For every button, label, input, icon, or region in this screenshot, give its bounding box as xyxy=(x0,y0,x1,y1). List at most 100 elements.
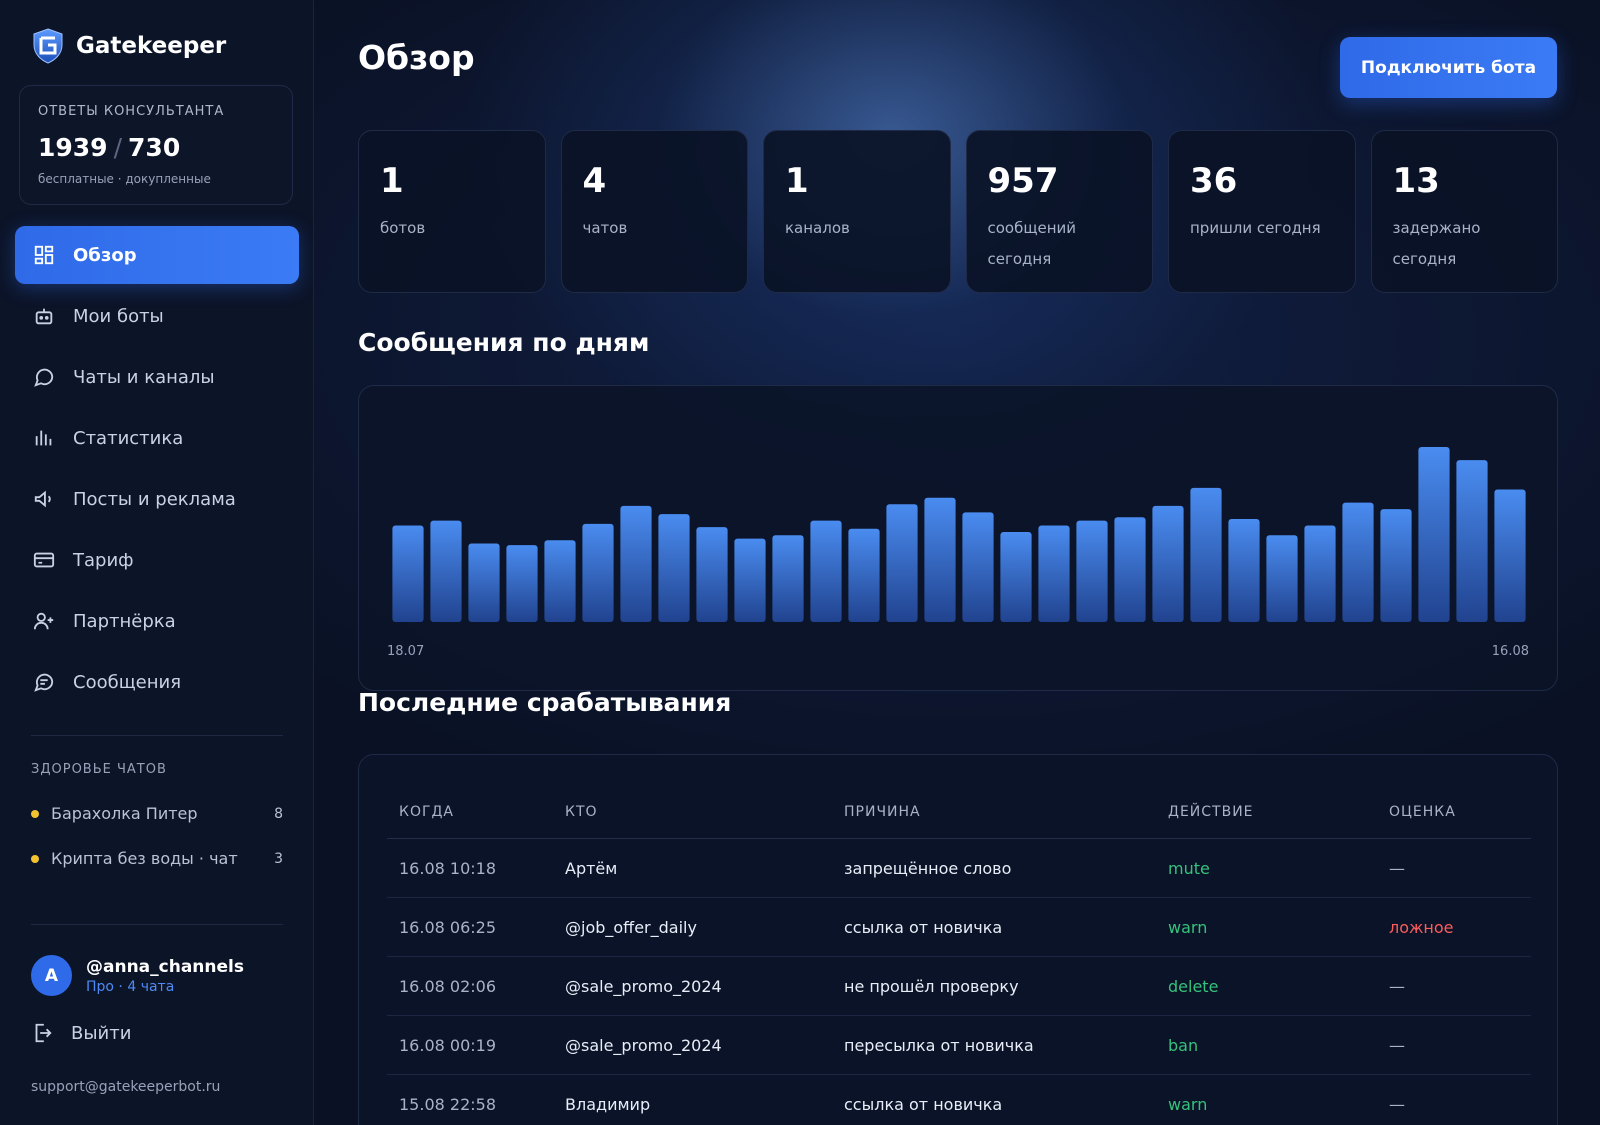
chart-bar[interactable] xyxy=(1456,460,1488,622)
connect-bot-button[interactable]: Подключить бота xyxy=(1340,37,1557,98)
nav-item-chats-channels[interactable]: Чаты и каналы xyxy=(15,348,299,406)
cell-action: warn xyxy=(1168,1094,1208,1114)
stat-label: задержано сегодня xyxy=(1392,219,1481,268)
chart-bar[interactable] xyxy=(1266,535,1298,622)
cell-reason: ссылка от новичка xyxy=(844,1094,1003,1114)
cell-when: 16.08 02:06 xyxy=(399,976,496,996)
bar-chart xyxy=(392,447,1526,623)
logout-button[interactable]: Выйти xyxy=(31,1022,131,1044)
cell-when: 15.08 22:58 xyxy=(399,1094,496,1114)
cell-reason: пересылка от новичка xyxy=(844,1035,1034,1055)
quota-paid: 730 xyxy=(128,133,181,162)
nav-label: Обзор xyxy=(73,244,137,266)
chart-bar[interactable] xyxy=(582,523,614,622)
stat-label: сообщений сегодня xyxy=(987,219,1077,268)
nav-item-posts-ads[interactable]: Посты и реклама xyxy=(15,470,299,528)
chart-bar[interactable] xyxy=(886,504,918,622)
nav-item-partner[interactable]: Партнёрка xyxy=(15,592,299,650)
stat-card-joined-today: 36 пришли сегодня xyxy=(1168,130,1356,293)
chart-bar[interactable] xyxy=(1304,525,1336,623)
chart-bar[interactable] xyxy=(734,538,766,622)
quota-free: 1939 xyxy=(38,133,108,162)
quota-caption: бесплатные · докупленные xyxy=(38,172,211,186)
logo[interactable]: Gatekeeper xyxy=(32,28,226,64)
user-profile[interactable]: A @anna_channels Про · 4 чата xyxy=(31,955,244,996)
chart-bar[interactable] xyxy=(1000,532,1032,622)
main-content: Обзор Подключить бота 1 ботов 4 чатов 1 … xyxy=(314,0,1600,1125)
stat-card-chats: 4 чатов xyxy=(560,130,748,293)
cell-action: ban xyxy=(1168,1035,1199,1055)
app-name: Gatekeeper xyxy=(76,33,227,59)
status-dot xyxy=(31,854,39,863)
bot-icon xyxy=(35,308,53,325)
chart-bar[interactable] xyxy=(772,535,804,622)
health-item[interactable]: Крипта без воды · чат 3 xyxy=(31,849,283,868)
stat-label: каналов xyxy=(785,219,850,237)
chart-bar[interactable] xyxy=(848,528,880,622)
nav-item-statistics[interactable]: Статистика xyxy=(15,409,299,467)
x-axis-end-label: 16.08 xyxy=(1491,644,1529,659)
chart-bar[interactable] xyxy=(392,525,424,623)
table-row[interactable]: 16.08 00:19 @sale_promo_2024 пересылка о… xyxy=(387,1016,1531,1075)
logout-label: Выйти xyxy=(71,1022,132,1044)
cell-score: — xyxy=(1389,858,1405,878)
cell-who: @sale_promo_2024 xyxy=(565,1035,722,1055)
chart-bar[interactable] xyxy=(924,497,956,622)
nav-item-overview[interactable]: Обзор xyxy=(15,226,299,284)
chart-bar[interactable] xyxy=(1494,489,1526,623)
table-section-title: Последние срабатывания xyxy=(358,688,732,717)
cell-reason: запрещённое слово xyxy=(844,858,1012,878)
table-row[interactable]: 16.08 10:18 Артём запрещённое слово mute… xyxy=(387,839,1531,898)
chart-bar[interactable] xyxy=(1152,505,1184,622)
chart-bar[interactable] xyxy=(544,540,576,622)
nav-item-my-bots[interactable]: Мои боты xyxy=(15,287,299,345)
dashboard-icon xyxy=(34,245,54,265)
cell-score: — xyxy=(1389,1094,1405,1114)
cell-when: 16.08 06:25 xyxy=(399,917,496,937)
nav-item-messages[interactable]: Сообщения xyxy=(15,653,299,711)
cell-who: Артём xyxy=(565,858,618,878)
chart-bar[interactable] xyxy=(1418,447,1450,622)
chart-bar[interactable] xyxy=(658,514,690,622)
x-axis-start-label: 18.07 xyxy=(387,644,425,659)
chart-bar[interactable] xyxy=(810,520,842,622)
chart-bar[interactable] xyxy=(620,505,652,622)
column-header-action: ДЕЙСТВИЕ xyxy=(1168,803,1254,820)
chart-bar[interactable] xyxy=(1380,509,1412,622)
chart-bar[interactable] xyxy=(696,527,728,622)
table-row[interactable]: 15.08 22:58 Владимир ссылка от новичка w… xyxy=(387,1075,1531,1125)
support-email[interactable]: support@gatekeeperbot.ru xyxy=(31,1079,221,1095)
chart-bar[interactable] xyxy=(1228,519,1260,622)
chart-bar[interactable] xyxy=(962,512,994,622)
stat-card-held-today: 13 задержано сегодня xyxy=(1370,130,1558,293)
chart-bar[interactable] xyxy=(1114,517,1146,622)
health-count: 3 xyxy=(274,850,283,867)
column-header-when: КОГДА xyxy=(399,803,455,820)
chart-bar[interactable] xyxy=(506,545,538,622)
cell-when: 16.08 10:18 xyxy=(399,858,496,878)
stats-row: 1 ботов 4 чатов 1 каналов 957 сообщений … xyxy=(358,130,1558,293)
stat-card-bots: 1 ботов xyxy=(358,130,546,293)
chart-bar[interactable] xyxy=(468,543,500,623)
stat-label: пришли сегодня xyxy=(1190,219,1321,237)
table-row[interactable]: 16.08 06:25 @job_offer_daily ссылка от н… xyxy=(387,898,1531,957)
table-header: КОГДА КТО ПРИЧИНА ДЕЙСТВИЕ ОЦЕНКА xyxy=(387,785,1531,839)
table-row[interactable]: 16.08 02:06 @sale_promo_2024 не прошёл п… xyxy=(387,957,1531,1016)
chart-bar[interactable] xyxy=(1038,525,1070,623)
user-plus-icon xyxy=(33,612,54,630)
stat-label: чатов xyxy=(582,219,628,237)
chart-bar[interactable] xyxy=(1076,520,1108,622)
cell-score-false-positive[interactable]: ложное xyxy=(1389,917,1454,937)
cell-who: Владимир xyxy=(565,1094,651,1114)
chart-bar[interactable] xyxy=(430,520,462,622)
nav-label: Статистика xyxy=(73,427,184,449)
consultant-quota-card: ОТВЕТЫ КОНСУЛЬТАНТА 1939/730 бесплатные … xyxy=(19,85,293,205)
chart-bar[interactable] xyxy=(1190,487,1222,622)
user-plan: Про · 4 чата xyxy=(86,978,175,995)
nav-label: Тариф xyxy=(73,549,134,571)
health-chat-name: Барахолка Питер xyxy=(51,804,198,823)
health-chat-name: Крипта без воды · чат xyxy=(51,849,238,868)
health-item[interactable]: Барахолка Питер 8 xyxy=(31,804,283,823)
nav-item-tariff[interactable]: Тариф xyxy=(15,531,299,589)
chart-bar[interactable] xyxy=(1342,502,1374,622)
